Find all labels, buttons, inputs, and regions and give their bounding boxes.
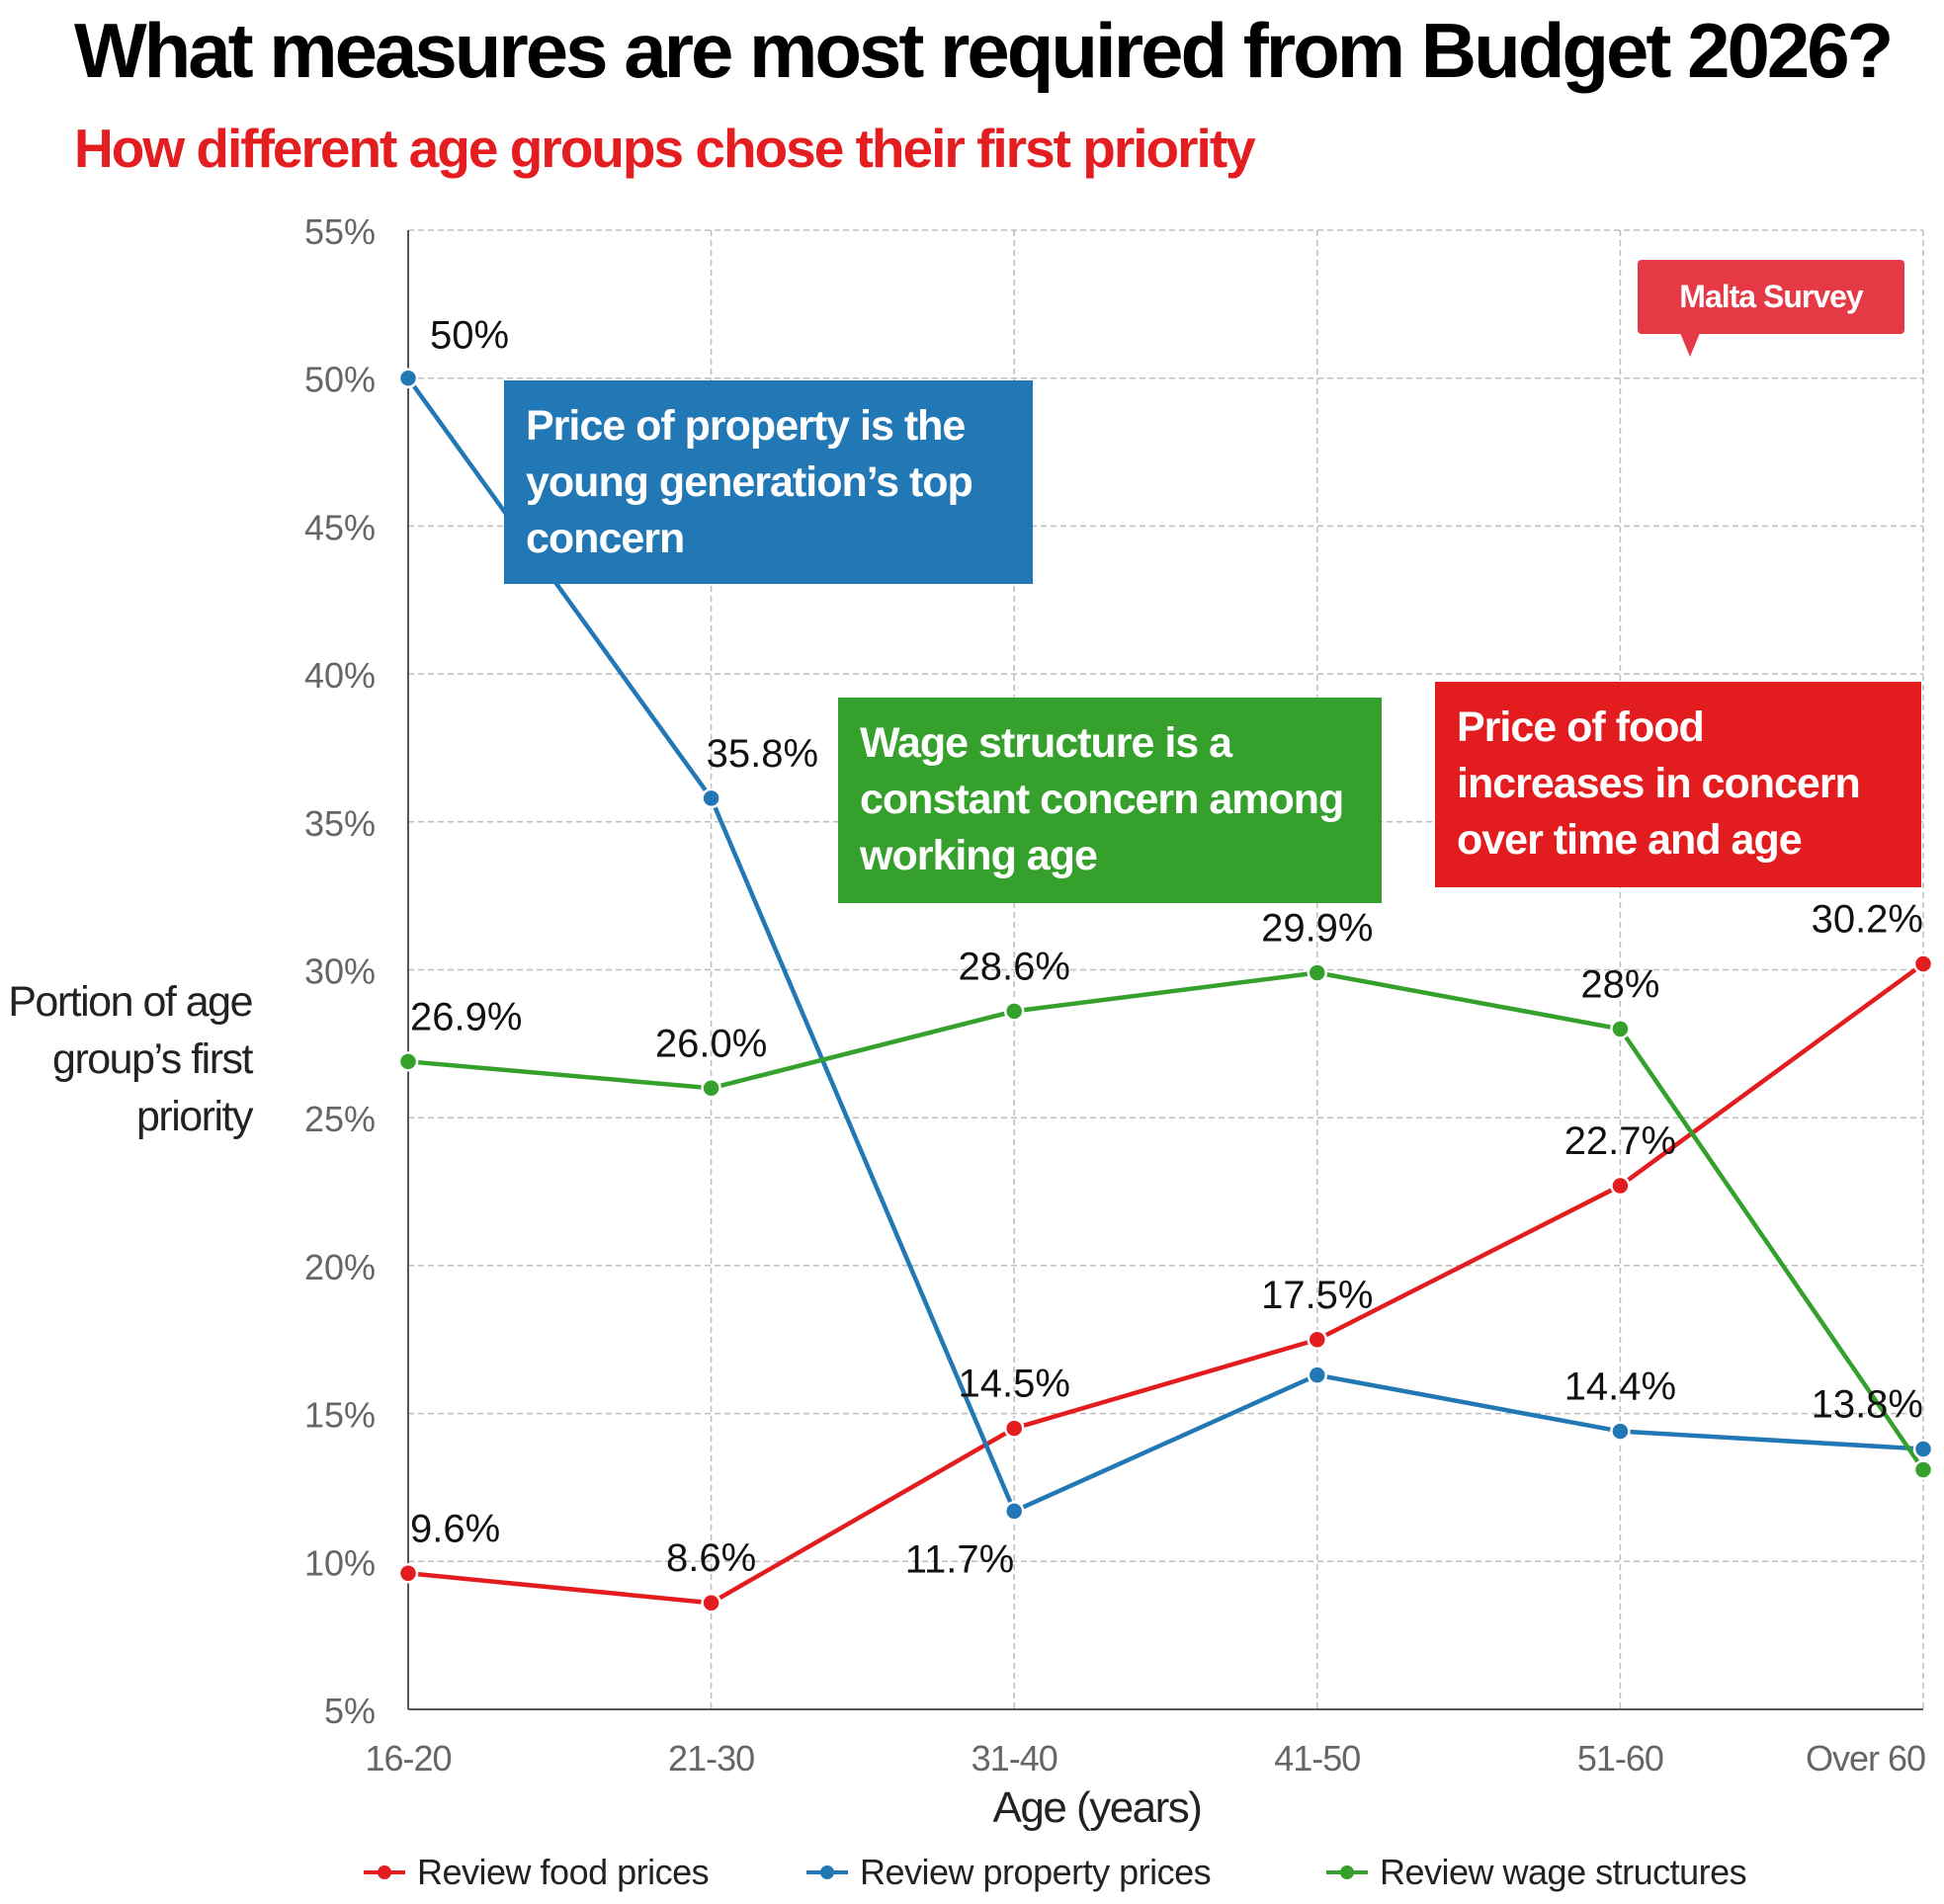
data-label-food: 17.5% bbox=[1261, 1274, 1373, 1317]
y-tick-label: 30% bbox=[304, 952, 376, 992]
data-label-food: 22.7% bbox=[1564, 1119, 1676, 1163]
legend-label-property: Review property prices bbox=[860, 1852, 1211, 1893]
x-tick-label: 41-50 bbox=[1274, 1738, 1360, 1779]
x-tick-label: 31-40 bbox=[972, 1738, 1057, 1779]
data-point-property bbox=[399, 370, 417, 387]
y-tick-label: 55% bbox=[304, 211, 376, 252]
data-label-food: 8.6% bbox=[666, 1536, 756, 1580]
data-label-property: 50% bbox=[430, 314, 509, 358]
data-point-wage bbox=[703, 1079, 720, 1097]
y-tick-label: 10% bbox=[304, 1542, 376, 1583]
x-axis-label: Age (years) bbox=[889, 1783, 1305, 1833]
data-label-property: 11.7% bbox=[905, 1537, 1014, 1581]
data-point-property bbox=[1309, 1366, 1326, 1384]
data-point-property bbox=[1611, 1423, 1629, 1441]
data-point-wage bbox=[1611, 1020, 1629, 1037]
data-label-food: 30.2% bbox=[1812, 898, 1923, 942]
data-label-property: 35.8% bbox=[707, 732, 818, 776]
data-label-wage: 29.9% bbox=[1261, 906, 1373, 950]
y-tick-label: 25% bbox=[304, 1099, 376, 1139]
legend-item-property: Review property prices bbox=[806, 1848, 1211, 1897]
legend-swatch-food bbox=[364, 1870, 405, 1874]
data-point-wage bbox=[1309, 963, 1326, 981]
x-tick-label: Over 60 bbox=[1806, 1738, 1925, 1779]
annotation-food: Price of food increases in concern over … bbox=[1435, 682, 1921, 887]
data-label-food: 14.5% bbox=[958, 1363, 1069, 1406]
data-point-property bbox=[703, 789, 720, 807]
y-tick-label: 20% bbox=[304, 1247, 376, 1287]
legend-label-food: Review food prices bbox=[417, 1852, 709, 1893]
y-tick-label: 15% bbox=[304, 1395, 376, 1436]
y-tick-label: 35% bbox=[304, 803, 376, 844]
data-point-property bbox=[1005, 1502, 1023, 1520]
y-axis-label: Portion of age group’s first priority bbox=[0, 973, 252, 1145]
data-label-wage: 26.9% bbox=[410, 995, 522, 1038]
data-label-food: 9.6% bbox=[410, 1507, 500, 1550]
annotation-wage: Wage structure is a constant concern amo… bbox=[838, 698, 1382, 903]
data-point-wage bbox=[1005, 1002, 1023, 1020]
x-tick-label: 16-20 bbox=[365, 1738, 451, 1779]
series-line-food bbox=[408, 964, 1923, 1604]
data-point-wage bbox=[1914, 1460, 1932, 1478]
data-point-food bbox=[1309, 1331, 1326, 1349]
legend-swatch-wage bbox=[1326, 1870, 1368, 1874]
data-point-food bbox=[1611, 1177, 1629, 1195]
data-point-food bbox=[1914, 955, 1932, 973]
survey-badge: Malta Survey bbox=[1638, 260, 1904, 334]
data-label-wage: 28.6% bbox=[958, 945, 1069, 988]
data-label-property: 14.4% bbox=[1564, 1366, 1676, 1409]
y-tick-label: 50% bbox=[304, 360, 376, 400]
data-label-wage: 26.0% bbox=[655, 1022, 767, 1065]
data-point-property bbox=[1914, 1441, 1932, 1458]
survey-badge-tail bbox=[1680, 333, 1700, 357]
legend-item-food: Review food prices bbox=[364, 1848, 709, 1897]
data-label-wage: 28% bbox=[1580, 962, 1659, 1006]
y-tick-label: 45% bbox=[304, 507, 376, 547]
data-point-food bbox=[1005, 1420, 1023, 1438]
data-point-food bbox=[703, 1594, 720, 1612]
data-point-wage bbox=[399, 1052, 417, 1070]
y-tick-label: 40% bbox=[304, 655, 376, 696]
data-label-property: 13.8% bbox=[1812, 1383, 1923, 1427]
annotation-property: Price of property is the young generatio… bbox=[504, 380, 1033, 584]
data-point-food bbox=[399, 1564, 417, 1582]
legend-label-wage: Review wage structures bbox=[1380, 1852, 1746, 1893]
x-tick-label: 51-60 bbox=[1577, 1738, 1663, 1779]
x-tick-label: 21-30 bbox=[668, 1738, 754, 1779]
legend-swatch-property bbox=[806, 1870, 848, 1874]
y-tick-label: 5% bbox=[324, 1691, 376, 1731]
legend-item-wage: Review wage structures bbox=[1326, 1848, 1746, 1897]
series-line-wage bbox=[408, 972, 1923, 1469]
